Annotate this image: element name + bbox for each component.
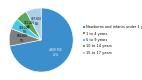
Text: 4,600,700
72%: 4,600,700 72% [49, 48, 63, 56]
Text: 564,800
9%: 564,800 9% [17, 34, 28, 43]
Wedge shape [11, 19, 41, 40]
Legend: Newborns and infants under 1 year, 1 to 4 years, 5 to 9 years, 10 to 14 years, 1: Newborns and infants under 1 year, 1 to … [83, 25, 142, 55]
Wedge shape [17, 12, 41, 40]
Wedge shape [10, 8, 73, 72]
Wedge shape [9, 29, 41, 46]
Text: 497,600
8%: 497,600 8% [31, 17, 42, 26]
Wedge shape [26, 8, 41, 40]
Text: 372,400
6%: 372,400 6% [24, 21, 35, 29]
Text: 358,200
5%: 358,200 5% [19, 26, 30, 34]
